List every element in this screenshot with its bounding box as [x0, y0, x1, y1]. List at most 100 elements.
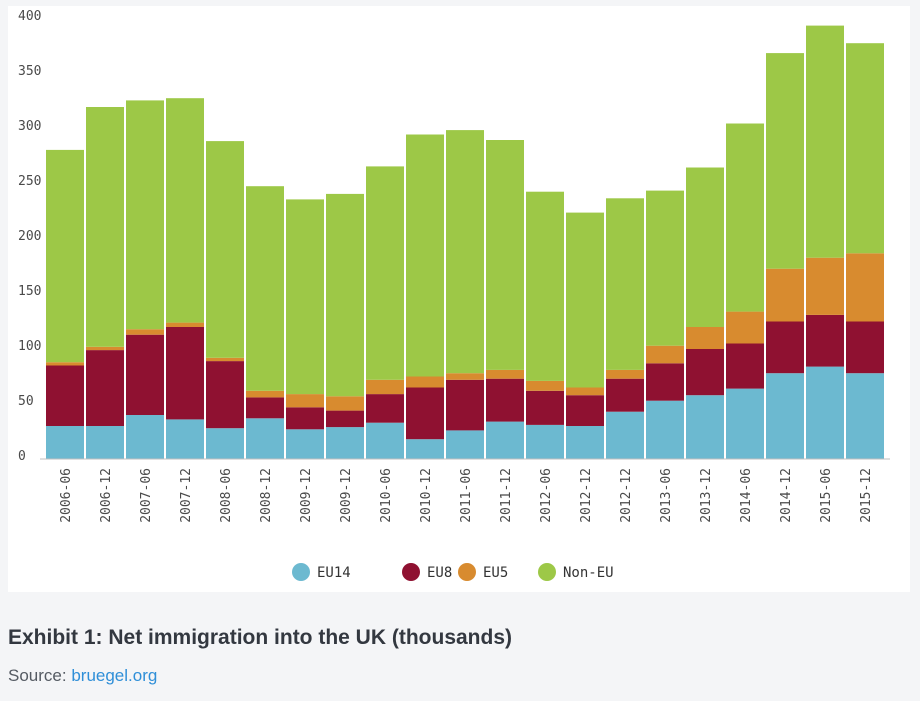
bar-segment-eu8: [566, 395, 604, 426]
legend: EU14 EU8 EU5 Non-EU: [292, 563, 614, 581]
bar-segment-eu5: [726, 311, 764, 344]
bar-segment-eu14: [46, 426, 84, 459]
x-tick-label: 2015-06: [819, 468, 834, 523]
bar-segment-eu14: [686, 395, 724, 459]
bar-segment-non-eu: [126, 100, 164, 330]
chart-panel: 0 50 100 150 200 250 300 350 400 2006-06 2006-12 2…: [8, 6, 910, 592]
bar-segment-eu5: [766, 268, 804, 322]
bar-segment-eu14: [126, 415, 164, 459]
bar-segment-non-eu: [486, 140, 524, 370]
bar-segment-eu5: [566, 387, 604, 396]
x-tick-label: 2010-06: [379, 468, 394, 523]
bar-segment-eu14: [166, 419, 204, 459]
bar-segment-non-eu: [46, 149, 84, 363]
x-tick-label: 2011-12: [499, 468, 514, 523]
y-tick-label: 100: [18, 339, 41, 354]
y-tick-label: 150: [18, 284, 41, 299]
figure-caption: Exhibit 1: Net immigration into the UK (…: [8, 626, 512, 649]
bar-segment-eu5: [86, 346, 124, 351]
x-tick-label: 2013-12: [699, 468, 714, 523]
bar-segment-non-eu: [566, 212, 604, 388]
bar-segment-non-eu: [686, 167, 724, 327]
legend-swatch: [458, 563, 476, 581]
bar-segment-eu14: [206, 428, 244, 459]
x-tick-label: 2012-12: [619, 468, 634, 523]
bar-segment-eu8: [326, 410, 364, 428]
source-prefix: Source:: [8, 666, 67, 685]
x-tick-label: 2007-06: [139, 468, 154, 523]
source-link[interactable]: bruegel.org: [71, 666, 158, 685]
bar-segment-eu5: [246, 390, 284, 398]
bar-segment-eu14: [326, 427, 364, 459]
legend-label: Non-EU: [563, 565, 614, 581]
legend-label: EU5: [483, 565, 508, 581]
bar-segment-eu8: [126, 334, 164, 415]
bars: [46, 25, 884, 459]
bar-segment-eu14: [646, 400, 684, 459]
x-tick-label: 2015-12: [859, 468, 874, 523]
bar-segment-non-eu: [326, 193, 364, 397]
bar-segment-eu5: [446, 373, 484, 380]
legend-label: EU14: [317, 565, 351, 581]
bar-segment-eu8: [726, 343, 764, 389]
x-tick-label: 2006-06: [59, 468, 74, 523]
bar-segment-non-eu: [606, 198, 644, 370]
bar-segment-eu8: [166, 327, 204, 420]
y-tick-label: 0: [18, 449, 26, 464]
bar-segment-eu5: [206, 357, 244, 362]
bar-segment-eu8: [646, 363, 684, 401]
x-tick-label: 2011-06: [459, 468, 474, 523]
x-tick-label: 2010-12: [419, 468, 434, 523]
bar-segment-eu8: [686, 349, 724, 396]
bar-segment-eu5: [806, 257, 844, 315]
x-tick-label: 2008-06: [219, 468, 234, 523]
bar-segment-non-eu: [526, 191, 564, 381]
bar-segment-non-eu: [766, 53, 804, 269]
bar-segment-eu8: [206, 361, 244, 429]
x-tick-label: 2007-12: [179, 468, 194, 523]
bar-segment-eu14: [366, 422, 404, 459]
bar-segment-eu5: [286, 394, 324, 408]
y-tick-label: 400: [18, 9, 41, 24]
bar-segment-non-eu: [846, 43, 884, 254]
bar-segment-eu8: [846, 321, 884, 374]
bar-segment-eu8: [606, 378, 644, 412]
bar-segment-eu14: [246, 418, 284, 459]
bar-segment-eu8: [446, 379, 484, 431]
y-axis: 0 50 100 150 200 250 300 350 400: [18, 9, 41, 464]
bar-segment-eu8: [486, 378, 524, 422]
bar-segment-non-eu: [366, 166, 404, 380]
bar-segment-non-eu: [806, 25, 844, 258]
bar-segment-eu8: [766, 321, 804, 374]
legend-label: EU8: [427, 565, 452, 581]
legend-swatch: [402, 563, 420, 581]
source-line: Source: bruegel.org: [8, 666, 157, 686]
bar-segment-eu8: [806, 314, 844, 367]
x-tick-label: 2014-06: [739, 468, 754, 523]
bar-segment-eu8: [86, 350, 124, 426]
y-tick-label: 50: [18, 394, 34, 409]
x-tick-label: 2006-12: [99, 468, 114, 523]
bar-segment-non-eu: [246, 186, 284, 391]
bar-segment-non-eu: [406, 134, 444, 377]
x-tick-label: 2014-12: [779, 468, 794, 523]
bar-segment-non-eu: [206, 141, 244, 358]
bar-segment-eu5: [166, 322, 204, 327]
bar-segment-eu5: [326, 396, 364, 411]
bar-segment-eu8: [286, 407, 324, 430]
bar-segment-non-eu: [166, 98, 204, 323]
x-tick-label: 2012-12: [579, 468, 594, 523]
x-tick-label: 2008-12: [259, 468, 274, 523]
legend-swatch: [292, 563, 310, 581]
bar-segment-eu14: [566, 426, 604, 459]
x-axis: 2006-06 2006-12 2007-06 2007-12 2008-06 2008-…: [59, 468, 874, 523]
bar-segment-eu5: [686, 327, 724, 349]
y-tick-label: 350: [18, 64, 41, 79]
x-tick-label: 2013-06: [659, 468, 674, 523]
bar-segment-eu8: [246, 397, 284, 419]
bar-segment-eu5: [46, 362, 84, 366]
x-tick-label: 2009-12: [299, 468, 314, 523]
bar-segment-eu5: [646, 345, 684, 364]
bar-segment-eu5: [406, 376, 444, 388]
